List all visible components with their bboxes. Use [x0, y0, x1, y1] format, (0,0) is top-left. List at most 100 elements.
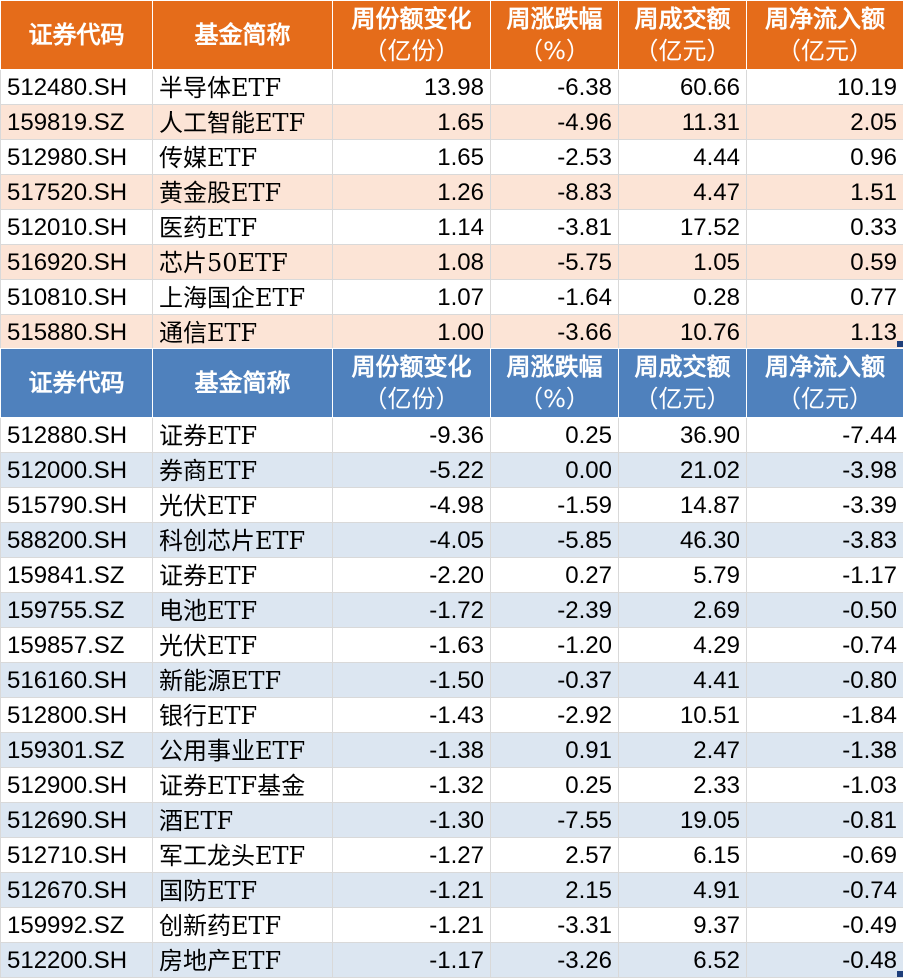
cell-code: 159992.SZ	[1, 908, 153, 943]
cell-name: 房地产ETF	[153, 943, 333, 978]
cell-name: 传媒ETF	[153, 140, 333, 175]
cell-code: 512980.SH	[1, 140, 153, 175]
cell-net-inflow: 0.77	[747, 280, 903, 315]
selection-handle[interactable]	[897, 971, 903, 977]
cell-share-change: 1.26	[333, 175, 491, 210]
cell-pct-change: -3.81	[491, 210, 619, 245]
cell-net-inflow: 0.33	[747, 210, 903, 245]
cell-pct-change: -2.92	[491, 698, 619, 733]
cell-name: 电池ETF	[153, 593, 333, 628]
cell-code: 512200.SH	[1, 943, 153, 978]
outflow-header-row: 证券代码 基金简称 周份额变化（亿份） 周涨跌幅（%） 周成交额（亿元） 周净流…	[1, 349, 903, 418]
cell-code: 159301.SZ	[1, 733, 153, 768]
cell-net-inflow: -0.48	[747, 943, 903, 978]
header-net-inflow: 周净流入额（亿元）	[747, 1, 903, 70]
header-share-change: 周份额变化（亿份）	[333, 1, 491, 70]
cell-turnover: 1.05	[619, 245, 747, 280]
cell-pct-change: -2.53	[491, 140, 619, 175]
cell-net-inflow: -3.98	[747, 453, 903, 488]
cell-pct-change: -3.66	[491, 315, 619, 350]
cell-name: 国防ETF	[153, 873, 333, 908]
header-turnover: 周成交额（亿元）	[619, 349, 747, 418]
cell-net-inflow: -0.80	[747, 663, 903, 698]
cell-code: 512690.SH	[1, 803, 153, 838]
cell-share-change: 1.65	[333, 105, 491, 140]
cell-name: 医药ETF	[153, 210, 333, 245]
header-pct-change-unit: （%）	[491, 35, 618, 67]
cell-turnover: 2.69	[619, 593, 747, 628]
cell-turnover: 9.37	[619, 908, 747, 943]
cell-share-change: -2.20	[333, 558, 491, 593]
cell-share-change: 1.65	[333, 140, 491, 175]
header-name: 基金简称	[153, 1, 333, 70]
cell-turnover: 60.66	[619, 70, 747, 105]
cell-name: 半导体ETF	[153, 70, 333, 105]
cell-code: 516920.SH	[1, 245, 153, 280]
cell-pct-change: 0.25	[491, 768, 619, 803]
cell-turnover: 10.76	[619, 315, 747, 350]
cell-pct-change: 0.91	[491, 733, 619, 768]
cell-code: 512670.SH	[1, 873, 153, 908]
cell-turnover: 46.30	[619, 523, 747, 558]
cell-net-inflow: 0.59	[747, 245, 903, 280]
cell-pct-change: 0.00	[491, 453, 619, 488]
header-share-change-unit: （亿份）	[333, 35, 490, 67]
cell-net-inflow: 10.19	[747, 70, 903, 105]
header-net-inflow-label: 周净流入额	[765, 353, 885, 381]
header-turnover-label: 周成交额	[635, 5, 731, 33]
header-pct-change: 周涨跌幅（%）	[491, 349, 619, 418]
cell-name: 证券ETF	[153, 558, 333, 593]
cell-code: 512800.SH	[1, 698, 153, 733]
cell-share-change: -1.30	[333, 803, 491, 838]
cell-name: 公用事业ETF	[153, 733, 333, 768]
header-name: 基金简称	[153, 349, 333, 418]
header-turnover: 周成交额（亿元）	[619, 1, 747, 70]
cell-code: 159841.SZ	[1, 558, 153, 593]
cell-net-inflow: -3.83	[747, 523, 903, 558]
cell-net-inflow: -0.69	[747, 838, 903, 873]
cell-code: 515880.SH	[1, 315, 153, 350]
cell-net-inflow: -7.44	[747, 418, 903, 453]
inflow-table: 证券代码 基金简称 周份额变化（亿份） 周涨跌幅（%） 周成交额（亿元） 周净流…	[0, 0, 903, 350]
cell-name: 证券ETF	[153, 418, 333, 453]
cell-share-change: 13.98	[333, 70, 491, 105]
inflow-header-row: 证券代码 基金简称 周份额变化（亿份） 周涨跌幅（%） 周成交额（亿元） 周净流…	[1, 1, 903, 70]
selection-handle[interactable]	[897, 341, 903, 347]
cell-share-change: 1.00	[333, 315, 491, 350]
cell-name: 科创芯片ETF	[153, 523, 333, 558]
cell-turnover: 19.05	[619, 803, 747, 838]
header-share-change-unit: （亿份）	[333, 383, 490, 415]
cell-share-change: -5.22	[333, 453, 491, 488]
cell-pct-change: -0.37	[491, 663, 619, 698]
cell-share-change: -1.27	[333, 838, 491, 873]
cell-turnover: 10.51	[619, 698, 747, 733]
cell-share-change: -1.32	[333, 768, 491, 803]
cell-pct-change: -8.83	[491, 175, 619, 210]
cell-share-change: -4.05	[333, 523, 491, 558]
cell-turnover: 21.02	[619, 453, 747, 488]
cell-pct-change: -2.39	[491, 593, 619, 628]
cell-code: 512710.SH	[1, 838, 153, 873]
cell-pct-change: -6.38	[491, 70, 619, 105]
cell-turnover: 2.33	[619, 768, 747, 803]
header-turnover-label: 周成交额	[635, 353, 731, 381]
cell-name: 证券ETF基金	[153, 768, 333, 803]
cell-net-inflow: 2.05	[747, 105, 903, 140]
cell-share-change: 1.14	[333, 210, 491, 245]
cell-code: 512000.SH	[1, 453, 153, 488]
cell-name: 新能源ETF	[153, 663, 333, 698]
cell-share-change: -1.72	[333, 593, 491, 628]
cell-pct-change: -5.75	[491, 245, 619, 280]
cell-net-inflow: -0.74	[747, 873, 903, 908]
cell-net-inflow: -1.03	[747, 768, 903, 803]
